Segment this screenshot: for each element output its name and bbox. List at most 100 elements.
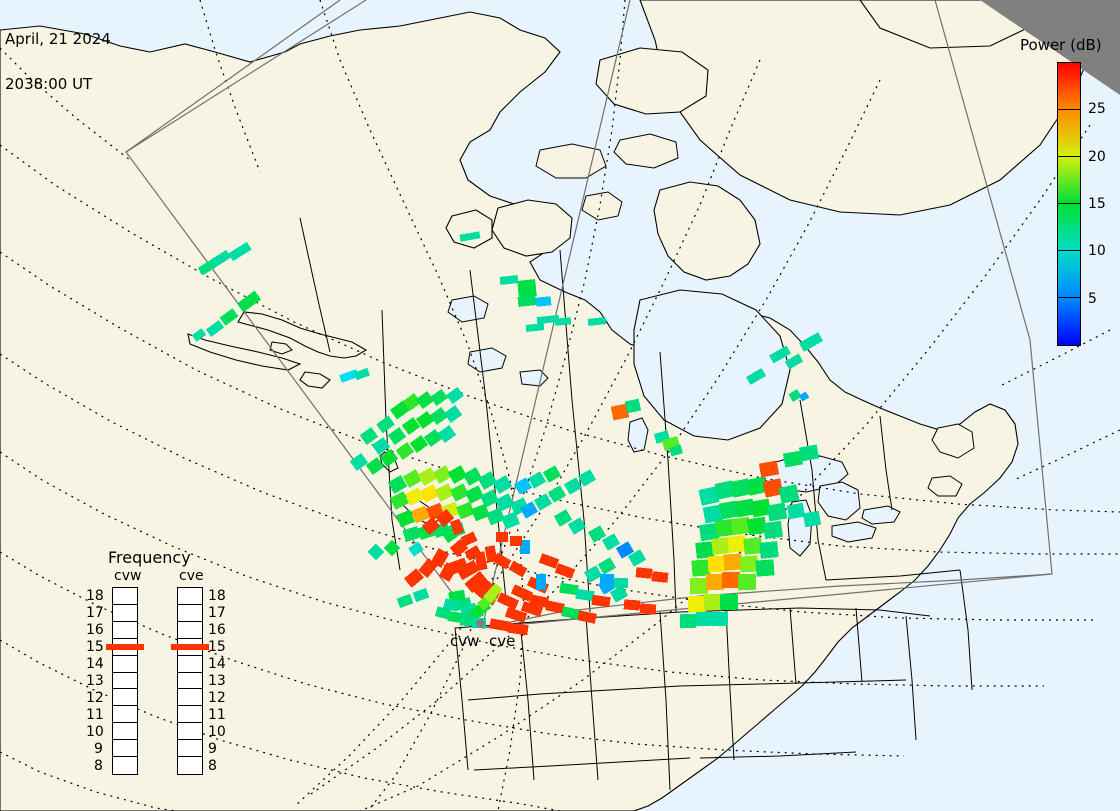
backscatter-cell [359, 427, 379, 445]
backscatter-cell [758, 460, 780, 478]
frequency-cell[interactable] [113, 706, 137, 724]
backscatter-cell [762, 520, 784, 540]
backscatter-cell [698, 486, 720, 506]
devon-island [613, 133, 679, 169]
backscatter-cell [533, 493, 553, 511]
fov-cve-arc [481, 573, 1053, 629]
backscatter-cell [745, 368, 767, 385]
nova-scotia [927, 475, 963, 497]
backscatter-cell [591, 594, 611, 608]
frequency-cell[interactable] [113, 588, 137, 605]
backscatter-cell [755, 559, 775, 577]
backscatter-cell [554, 563, 576, 579]
timestamp-date: April, 21 2024 [5, 30, 111, 48]
backscatter-cell [504, 607, 528, 623]
backscatter-cell [432, 465, 453, 484]
backscatter-cell [448, 589, 466, 603]
backscatter-cell [447, 465, 468, 484]
backscatter-cell [459, 231, 481, 242]
frequency-labels-cvw: 18 17 16 15 14 13 12 11 10 9 8 [86, 548, 236, 796]
timestamp-time: 2038:00 UT [5, 75, 93, 93]
backscatter-cell [547, 485, 567, 503]
frequency-cell[interactable] [178, 723, 202, 741]
backscatter-cell [536, 314, 560, 325]
backscatter-cell [668, 444, 684, 457]
backscatter-cell [483, 582, 503, 604]
backscatter-cell [639, 603, 657, 615]
backscatter-cell [737, 573, 757, 591]
frequency-cell[interactable] [113, 723, 137, 741]
backscatter-cell [587, 317, 607, 326]
backscatter-cell [723, 553, 743, 571]
backscatter-cell [714, 518, 736, 538]
frequency-column-cvw[interactable] [112, 587, 138, 775]
frequency-cell[interactable] [113, 622, 137, 639]
colorbar-segment [1058, 298, 1080, 345]
backscatter-cell [430, 388, 448, 407]
backscatter-cell [496, 532, 508, 542]
frequency-cell[interactable] [113, 656, 137, 673]
backscatter-cell [446, 386, 464, 405]
backscatter-cell [210, 249, 232, 268]
frequency-tick-label: 18 [86, 587, 104, 604]
backscatter-cell [447, 611, 463, 623]
backscatter-cell [459, 615, 475, 627]
frequency-cell[interactable] [113, 689, 137, 707]
backscatter-cell [438, 562, 458, 582]
frequency-cell[interactable] [178, 605, 202, 622]
backscatter-cell [430, 548, 450, 568]
frequency-cell[interactable] [178, 706, 202, 724]
backscatter-cell [510, 584, 534, 602]
hudson-bay [633, 289, 791, 441]
frequency-cell[interactable] [113, 639, 137, 656]
backscatter-cell [525, 323, 545, 332]
backscatter-cell [402, 525, 421, 543]
backscatter-cell [600, 574, 614, 584]
backscatter-cell [563, 477, 583, 495]
frequency-cell[interactable] [178, 689, 202, 707]
backscatter-cell [449, 483, 470, 502]
frequency-cell[interactable] [178, 639, 202, 656]
frequency-cell[interactable] [113, 605, 137, 622]
backscatter-cell [412, 587, 430, 603]
backscatter-cell [719, 593, 739, 611]
frequency-cell[interactable] [178, 588, 202, 605]
frequency-labels-cve: 18 17 16 15 14 13 12 11 10 9 8 [86, 548, 236, 796]
backscatter-cell [627, 549, 647, 567]
colorbar-title: Power (dB) [1020, 36, 1102, 54]
frequency-column-cve[interactable] [177, 587, 203, 775]
backscatter-cell [561, 606, 581, 620]
backscatter-cell [409, 435, 429, 453]
lake-winnipeg [627, 417, 649, 453]
backscatter-cell [651, 571, 669, 583]
frequency-tick-label: 11 [86, 707, 104, 724]
frequency-cell[interactable] [113, 740, 137, 758]
radar-site-label-cve: cve [489, 632, 516, 650]
backscatter-cell [449, 518, 465, 536]
backscatter-cell [411, 505, 430, 524]
backscatter-cell [542, 465, 562, 483]
frequency-cell[interactable] [178, 740, 202, 758]
frequency-cell[interactable] [178, 656, 202, 673]
frequency-tick-label: 11 [208, 707, 226, 724]
backscatter-cell [236, 290, 262, 313]
backscatter-cell [401, 417, 421, 435]
frequency-cell[interactable] [113, 673, 137, 690]
backscatter-cell [513, 477, 533, 495]
frequency-cell[interactable] [178, 673, 202, 690]
melville-island [535, 143, 607, 179]
frequency-cell[interactable] [178, 622, 202, 639]
backscatter-cell [698, 522, 720, 542]
backscatter-cell [554, 317, 572, 326]
great-bear-lake [447, 295, 489, 323]
backscatter-cell [479, 489, 500, 508]
backscatter-cell [492, 475, 513, 494]
backscatter-cell [473, 578, 495, 600]
frequency-tick-label: 12 [208, 690, 226, 707]
backscatter-cell [484, 545, 498, 563]
frequency-tick-label: 9 [94, 741, 103, 758]
ellesmere-island [595, 47, 709, 115]
backscatter-cell [614, 578, 628, 588]
backscatter-cell [519, 501, 539, 519]
